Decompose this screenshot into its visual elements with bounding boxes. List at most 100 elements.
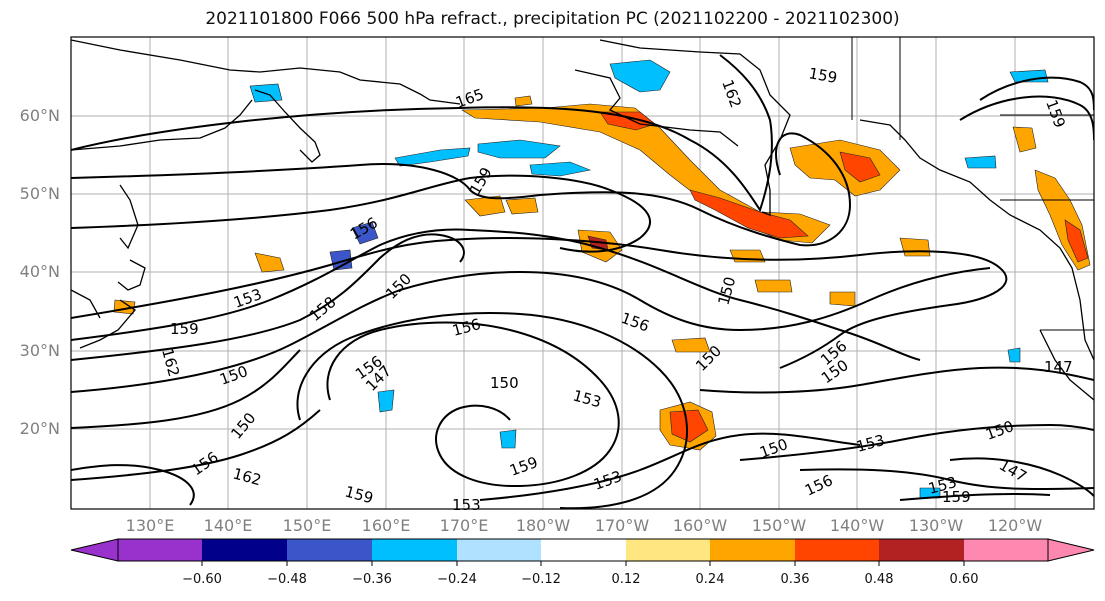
contour-label: 156 xyxy=(188,448,222,479)
precip-neg-aleut xyxy=(394,147,471,167)
longitude-label: 160°E xyxy=(361,516,411,535)
colorbar-tick-label: −0.12 xyxy=(521,572,561,587)
colorbar-tick-label: 0.60 xyxy=(949,572,979,587)
longitude-label: 160°W xyxy=(672,516,728,535)
longitude-label: 150°W xyxy=(751,516,807,535)
latitude-label: 40°N xyxy=(19,262,60,281)
longitude-label: 170°W xyxy=(594,516,650,535)
contour-label: 156 xyxy=(619,309,652,336)
contour-label: 159 xyxy=(507,453,540,480)
colorbar-swatch xyxy=(287,539,372,561)
colorbar-tick-label: −0.60 xyxy=(182,572,222,587)
coast-japan xyxy=(79,299,136,349)
coastlines xyxy=(71,39,1094,401)
longitude-label: 150°E xyxy=(282,516,332,535)
borders xyxy=(851,37,1094,331)
contour-153-wave xyxy=(71,237,1008,369)
contour-162-north xyxy=(71,132,852,247)
precip-east5 xyxy=(899,237,931,257)
precipitation-positive-areas xyxy=(113,95,1091,451)
colorbar-swatch xyxy=(202,539,287,561)
contour-150-south xyxy=(71,267,991,393)
colorbar-tick-label: 0.48 xyxy=(864,572,894,587)
latitude-label: 50°N xyxy=(19,184,60,203)
coast-kamchatka xyxy=(254,89,321,163)
colorbar-min-extend xyxy=(70,538,119,562)
contour-153-south xyxy=(71,349,301,429)
contour-ne-loop xyxy=(979,76,1094,111)
precip-japan xyxy=(254,252,285,273)
page-title: 2021101800 F066 500 hPa refract., precip… xyxy=(205,9,900,29)
coast-bc xyxy=(859,119,1094,361)
longitude-label: 140°E xyxy=(203,516,253,535)
precip-hawaii-core xyxy=(669,409,709,443)
contour-label: 159 xyxy=(942,488,971,506)
contour-label: 150 xyxy=(757,435,790,462)
map-content xyxy=(71,37,1094,509)
contour-label: 159 xyxy=(466,164,496,198)
longitude-label: 130°E xyxy=(125,516,175,535)
contour-159-south xyxy=(71,409,321,481)
latitude-label: 60°N xyxy=(19,106,60,125)
contour-south-mid xyxy=(479,432,861,501)
longitude-label: 140°W xyxy=(829,516,885,535)
contour-east-150 xyxy=(739,423,1094,461)
contour-label: 159 xyxy=(170,320,199,338)
longitude-label: 180°W xyxy=(515,516,571,535)
refractivity-contours xyxy=(71,54,1094,509)
coast-mexico xyxy=(1039,329,1094,401)
contour-label: 153 xyxy=(571,386,603,411)
contour-label: 159 xyxy=(1042,97,1069,130)
colorbar-tick-label: −0.36 xyxy=(352,572,392,587)
colorbar-swatch xyxy=(372,539,457,561)
contour-label: 159 xyxy=(807,64,838,87)
contour-label: 150 xyxy=(227,409,259,443)
contour-150 xyxy=(71,233,465,361)
contour-label: 162 xyxy=(231,464,263,489)
contour-label: 162 xyxy=(718,77,745,110)
precip-neg-alaska xyxy=(609,59,671,93)
colorbar-tick-label: 0.36 xyxy=(780,572,810,587)
precip-neg-sw2 xyxy=(499,429,517,449)
precip-alaska-top xyxy=(599,111,656,131)
coast-hokkaido xyxy=(117,259,146,291)
colorbar-swatch xyxy=(710,539,795,561)
contour-east-153 xyxy=(799,468,1094,491)
contour-cutoff-1 xyxy=(326,321,620,488)
contour-label: 150 xyxy=(983,417,1016,444)
longitude-label: 120°W xyxy=(987,516,1043,535)
longitude-label: 130°W xyxy=(908,516,964,535)
precip-westcoast-core xyxy=(1064,219,1089,263)
colorbar-swatch xyxy=(626,539,710,561)
contour-label: 150 xyxy=(382,270,415,303)
colorbar-max-extend xyxy=(1047,538,1095,562)
contour-label: 153 xyxy=(231,285,264,312)
graticule xyxy=(71,37,1094,509)
colorbar-tick-label: 0.12 xyxy=(611,572,641,587)
precip-west2 xyxy=(505,197,539,215)
map-frame xyxy=(70,36,1095,510)
latitude-label: 20°N xyxy=(19,419,60,438)
contour-label: 153 xyxy=(591,467,624,494)
contour-ne-loop2 xyxy=(959,95,1094,141)
coast-alaska xyxy=(599,39,791,216)
precip-east4 xyxy=(671,337,711,353)
precip-neg-se2 xyxy=(919,487,941,499)
colorbar-outline xyxy=(117,538,1049,562)
colorbar-tick-label: −0.48 xyxy=(267,572,307,587)
precip-neg-aleut3 xyxy=(529,161,592,177)
precip-neg-se xyxy=(1007,347,1021,363)
contour-label: 147 xyxy=(1044,358,1073,376)
coast-asia-north xyxy=(71,39,461,105)
contour-label: 156 xyxy=(802,471,836,499)
precipitation-negative-areas xyxy=(249,59,1049,499)
contour-165 xyxy=(71,54,773,213)
longitude-label: 170°E xyxy=(439,516,489,535)
contour-label: 153 xyxy=(854,431,886,456)
precip-neg-aleut2 xyxy=(477,139,561,159)
contour-east-147 xyxy=(949,457,1094,497)
precip-east2 xyxy=(829,291,856,307)
precip-bc xyxy=(1012,126,1037,153)
contour-label: 156 xyxy=(450,315,482,340)
